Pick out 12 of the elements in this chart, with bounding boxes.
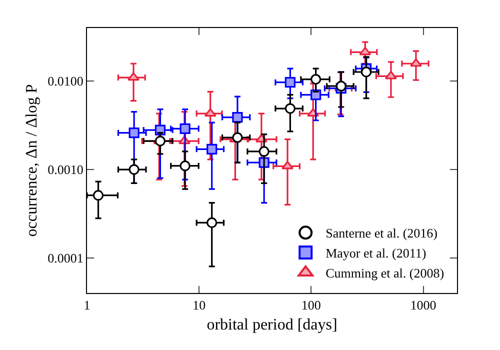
y-tick-label: 0.0001: [48, 250, 84, 266]
legend-label: Cumming et al. (2008): [326, 266, 444, 281]
x-tick-label: 10: [192, 298, 206, 313]
x-axis-title: orbital period [days]: [206, 316, 338, 334]
legend-label: Mayor et al. (2011): [326, 246, 426, 261]
x-tick-label: 1000: [410, 298, 436, 313]
legend-label: Santerne et al. (2016): [326, 226, 438, 241]
y-tick-label: 0.0100: [48, 74, 84, 89]
x-tick-label: 100: [301, 298, 321, 313]
y-axis-title: occurrence, Δn / Δlog P: [24, 84, 41, 237]
y-tick-label: 0.0010: [48, 162, 84, 178]
x-tick-label: 1: [84, 298, 90, 313]
